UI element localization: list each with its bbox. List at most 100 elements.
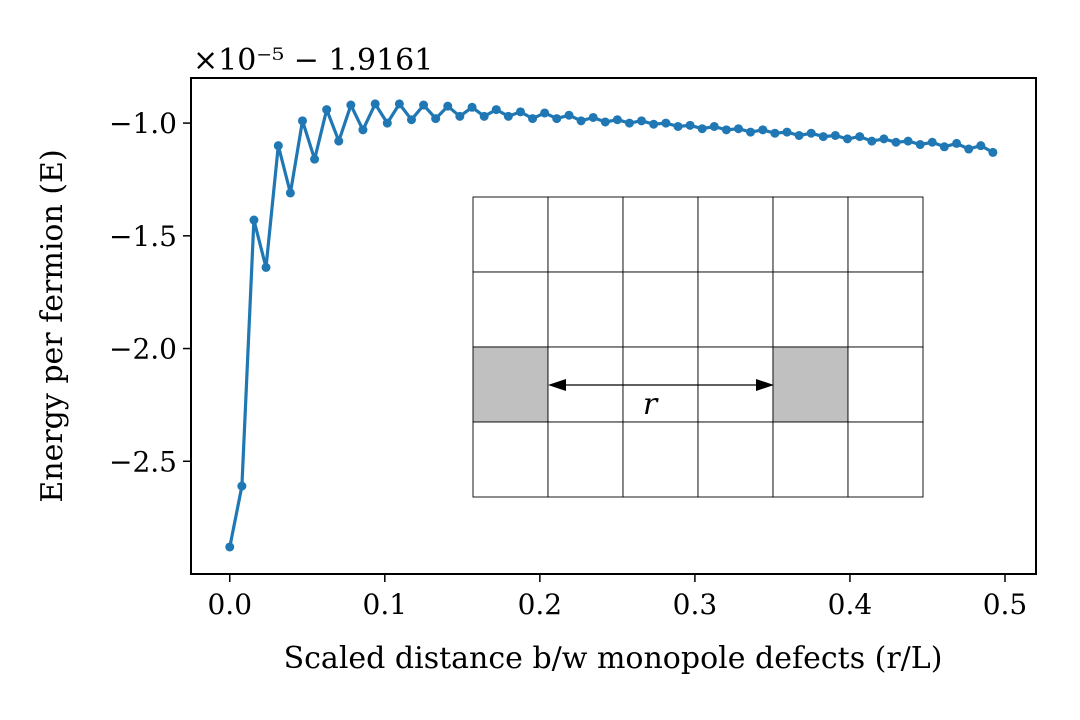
data-point (867, 136, 877, 146)
lattice-cell (772, 271, 849, 348)
defect-cell (472, 346, 549, 423)
data-point (649, 119, 659, 129)
data-point (588, 112, 598, 122)
x-axis-label: Scaled distance b/w monopole defects (r/… (284, 641, 943, 676)
data-point (879, 134, 889, 144)
data-point (673, 121, 683, 131)
data-point (237, 481, 247, 491)
data-point (806, 128, 816, 138)
lattice-cell (547, 271, 624, 348)
data-point (515, 107, 525, 117)
lattice-cell (622, 421, 699, 498)
lattice-cell (847, 196, 924, 273)
data-point (976, 141, 986, 151)
data-point (394, 99, 404, 109)
data-point (818, 132, 828, 142)
data-point (564, 110, 574, 120)
y-tick-label: −1.0 (109, 107, 177, 140)
data-point (770, 128, 780, 138)
y-ticks: −1.0 −1.5 −2.0 −2.5 (109, 107, 191, 478)
defect-cell (772, 346, 849, 423)
data-point (661, 118, 671, 128)
data-point (927, 137, 937, 147)
lattice-cell (472, 271, 549, 348)
data-point (285, 188, 295, 198)
lattice-cell (847, 271, 924, 348)
data-point (225, 542, 235, 552)
data-point (419, 100, 429, 110)
data-point (297, 116, 307, 126)
x-tick-label: 0.2 (518, 588, 563, 621)
y-axis-label: Energy per fermion (E) (35, 149, 70, 502)
x-tick-label: 0.0 (207, 588, 252, 621)
data-point (249, 215, 259, 225)
distance-arrow-right-head (756, 379, 774, 391)
data-point (431, 114, 441, 124)
lattice-cell (697, 421, 774, 498)
data-point (467, 102, 477, 112)
x-tick-label: 0.4 (828, 588, 873, 621)
data-point (552, 114, 562, 124)
lattice-cell (697, 196, 774, 273)
data-point (600, 117, 610, 127)
lattice-cell (622, 196, 699, 273)
data-point (346, 100, 356, 110)
plot-area (190, 77, 1037, 575)
data-point (988, 147, 998, 157)
data-point (358, 125, 368, 135)
data-point (637, 116, 647, 126)
lattice-cell (622, 271, 699, 348)
data-point (370, 99, 380, 109)
lattice-cell (847, 346, 924, 423)
data-point (503, 111, 513, 121)
data-point (491, 105, 501, 115)
y-tick-label: −2.0 (109, 333, 177, 366)
data-point (528, 114, 538, 124)
lattice-cell (472, 421, 549, 498)
y-offset-text: ×10⁻⁵ − 1.9161 (193, 43, 433, 78)
data-point (322, 105, 332, 115)
data-point (915, 140, 925, 150)
data-point (842, 134, 852, 144)
distance-label-r: r (643, 387, 659, 422)
data-point (891, 137, 901, 147)
x-ticks: 0.0 0.1 0.2 0.3 0.4 0.5 (207, 574, 1027, 621)
data-point (697, 124, 707, 134)
data-point (685, 120, 695, 130)
data-point (334, 136, 344, 146)
data-point (310, 154, 320, 164)
lattice-cell (772, 421, 849, 498)
x-tick-label: 0.1 (363, 588, 408, 621)
data-point (612, 115, 622, 125)
data-point (624, 118, 634, 128)
x-tick-label: 0.3 (673, 588, 718, 621)
inset-lattice: r (472, 196, 924, 498)
data-point (406, 115, 416, 125)
data-point (855, 132, 865, 142)
lattice-cell (547, 196, 624, 273)
inset-cells (472, 196, 924, 498)
data-point (576, 116, 586, 126)
data-point (382, 118, 392, 128)
distance-arrow-left-head (548, 379, 566, 391)
data-point (758, 125, 768, 135)
lattice-cell (472, 196, 549, 273)
lattice-cell (772, 196, 849, 273)
data-point (939, 142, 949, 152)
data-point (443, 101, 453, 111)
data-point (830, 130, 840, 140)
y-tick-label: −1.5 (109, 220, 177, 253)
lattice-cell (697, 271, 774, 348)
data-point (479, 111, 489, 121)
data-point (261, 262, 271, 272)
series-line (228, 102, 994, 548)
data-point (782, 127, 792, 137)
data-point (746, 127, 756, 137)
series-group (225, 99, 998, 552)
x-tick-label: 0.5 (983, 588, 1028, 621)
lattice-cell (847, 421, 924, 498)
data-point (709, 121, 719, 131)
data-point (540, 108, 550, 118)
data-point (794, 130, 804, 140)
